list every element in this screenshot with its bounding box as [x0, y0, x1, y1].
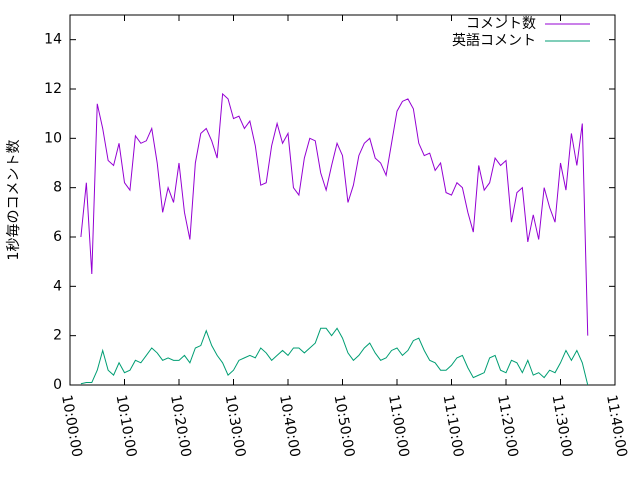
x-tick-label: 11:20:00: [494, 394, 521, 459]
x-tick-label: 11:10:00: [440, 394, 467, 459]
y-tick-label: 6: [53, 229, 62, 245]
x-tick-label: 10:20:00: [167, 394, 194, 459]
y-tick-label: 4: [53, 278, 62, 294]
series-line: [80, 327, 589, 386]
series-line: [80, 92, 589, 336]
legend-label: 英語コメント: [452, 32, 536, 49]
y-tick-label: 14: [44, 32, 62, 48]
x-tick-label: 10:10:00: [113, 394, 140, 459]
y-tick-label: 0: [53, 377, 62, 393]
x-tick-label: 11:00:00: [385, 394, 412, 459]
x-tick-label: 11:30:00: [549, 394, 576, 459]
y-tick-label: 2: [53, 328, 62, 344]
y-tick-label: 8: [53, 180, 62, 196]
x-tick-label: 10:00:00: [58, 394, 85, 459]
x-tick-label: 10:40:00: [276, 394, 303, 459]
y-tick-label: 10: [44, 130, 62, 146]
legend-label: コメント数: [466, 16, 536, 32]
x-tick-label: 10:50:00: [331, 394, 358, 459]
x-tick-label: 11:40:00: [603, 394, 630, 459]
y-axis-label: 1秒毎のコメント数: [6, 140, 22, 261]
plot-frame: [69, 14, 616, 386]
y-tick-label: 12: [44, 81, 62, 97]
x-tick-label: 10:30:00: [222, 394, 249, 459]
